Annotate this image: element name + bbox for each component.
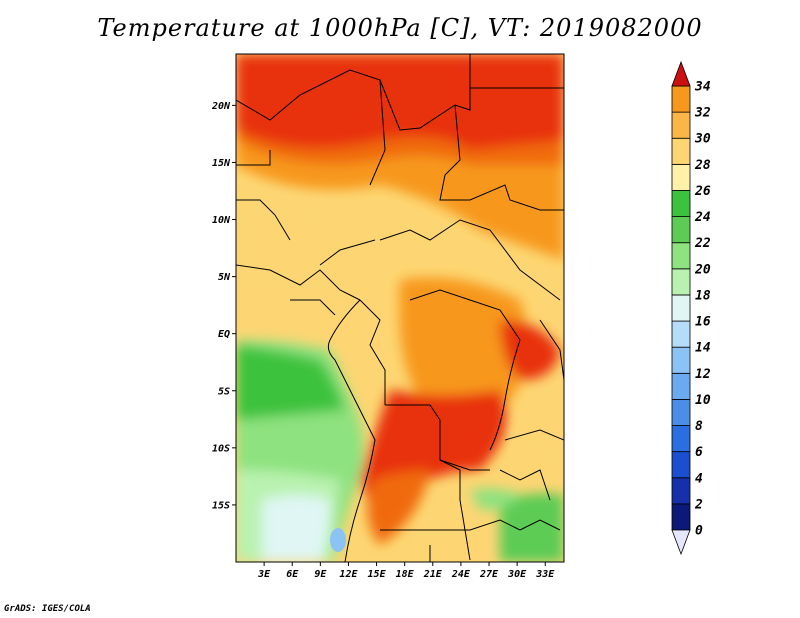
- country-borders: [236, 54, 564, 562]
- lon-tick-label: 9E: [314, 569, 327, 580]
- colorbar-label: 6: [695, 445, 703, 460]
- colorbar-label: 26: [694, 184, 711, 199]
- colorbar-label: 34: [694, 80, 711, 95]
- colorbar-segment: [671, 268, 691, 296]
- lon-tick-label: 18E: [396, 569, 415, 580]
- colorbar-label: 30: [694, 132, 711, 147]
- lon-tick-label: 15E: [368, 569, 387, 580]
- colorbar-segment: [671, 294, 691, 322]
- colorbar-segment: [671, 399, 691, 426]
- colorbar-label: 12: [695, 367, 711, 382]
- colorbar-label: 4: [695, 471, 703, 486]
- colorbar-label: 28: [694, 158, 711, 173]
- colorbar-segment: [671, 425, 691, 453]
- lat-tick-label: 15N: [212, 158, 231, 169]
- colorbar-label: 32: [694, 106, 711, 121]
- colorbar-segment: [671, 477, 691, 505]
- colorbar-segment: [671, 190, 691, 217]
- lat-tick-label: 5S: [218, 386, 230, 397]
- lat-axis: 20N 15N 10N 5N EQ 5S 10S 15S: [211, 101, 236, 511]
- lon-tick-label: 12E: [339, 569, 358, 580]
- colorbar-segment: [671, 451, 691, 479]
- colorbar-bottom-arrow: [671, 529, 691, 556]
- lon-tick-label: 21E: [423, 569, 443, 580]
- temperature-field: [236, 54, 564, 562]
- lon-tick-label: 6E: [286, 569, 299, 580]
- colorbar-segment: [671, 346, 691, 374]
- colorbar-segment: [671, 111, 691, 139]
- lat-tick-label: EQ: [218, 329, 230, 340]
- colorbar-label: 2: [694, 497, 703, 512]
- lat-tick-label: 10N: [212, 215, 231, 226]
- colorbar-label: 0: [695, 524, 703, 539]
- colorbar-label: 20: [694, 262, 711, 277]
- colorbar-label: 16: [695, 315, 711, 330]
- colorbar-label: 18: [695, 288, 711, 303]
- lon-tick-label: 3E: [257, 569, 271, 580]
- map-title: Temperature at 1000hPa [C], VT: 20190820…: [97, 14, 703, 42]
- colorbar-label: 10: [695, 393, 711, 408]
- colorbar-segment: [671, 163, 691, 191]
- lat-tick-label: 10S: [212, 443, 230, 454]
- colorbar-segment: [671, 320, 691, 348]
- lon-tick-label: 27E: [479, 569, 499, 580]
- colorbar-segment: [671, 85, 691, 113]
- lon-tick-label: 24E: [451, 569, 471, 580]
- colorbar-top-arrow: [671, 60, 691, 87]
- colorbar-segment: [671, 372, 691, 400]
- lat-tick-label: 5N: [218, 272, 231, 283]
- colorbar-segment: [671, 137, 691, 165]
- lat-tick-label: 20N: [211, 101, 231, 112]
- colorbar-segment: [671, 503, 691, 531]
- lat-tick-label: 15S: [212, 500, 230, 511]
- colorbar-label: 14: [695, 341, 711, 356]
- colorbar-label: 24: [694, 210, 711, 225]
- map-frame: [235, 53, 565, 563]
- lon-tick-label: 30E: [507, 569, 527, 580]
- colorbar-label: 8: [695, 419, 703, 434]
- colorbar-segment: [671, 216, 691, 244]
- colorbar-segment: [671, 242, 691, 270]
- lon-axis: 3E 6E 9E 12E 15E 18E 21E 24E 27E 30E 33E: [257, 562, 555, 580]
- grads-credit: GrADS: IGES/COLA: [4, 604, 91, 614]
- colorbar-label: 22: [694, 236, 711, 251]
- lon-tick-label: 33E: [535, 569, 555, 580]
